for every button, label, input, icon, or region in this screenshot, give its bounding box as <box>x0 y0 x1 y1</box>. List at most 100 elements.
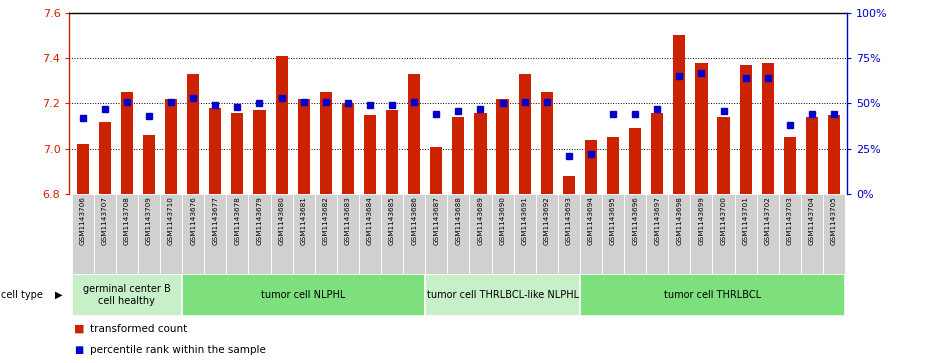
Text: GSM1143701: GSM1143701 <box>743 197 748 245</box>
Bar <box>580 274 845 316</box>
Bar <box>823 194 845 274</box>
Bar <box>779 194 801 274</box>
Bar <box>364 115 376 194</box>
Bar <box>757 194 779 274</box>
Bar <box>319 92 332 194</box>
Bar <box>718 117 730 194</box>
Text: GSM1143699: GSM1143699 <box>698 197 705 245</box>
Bar <box>469 194 492 274</box>
Bar <box>580 194 602 274</box>
Bar <box>669 194 691 274</box>
Bar <box>297 99 310 194</box>
Text: GSM1143709: GSM1143709 <box>146 197 152 245</box>
Bar <box>646 194 669 274</box>
Bar <box>519 74 531 194</box>
Bar <box>563 176 575 194</box>
Bar <box>232 113 244 194</box>
Text: GSM1143702: GSM1143702 <box>765 197 770 245</box>
Bar <box>492 194 514 274</box>
Bar <box>359 194 381 274</box>
Text: GSM1143707: GSM1143707 <box>102 197 107 245</box>
Bar <box>342 103 354 194</box>
Bar <box>116 194 138 274</box>
Bar <box>557 194 580 274</box>
Text: GSM1143692: GSM1143692 <box>544 197 550 245</box>
Bar <box>425 194 447 274</box>
Bar <box>77 144 89 194</box>
Bar <box>629 129 641 194</box>
Bar <box>165 99 177 194</box>
Bar <box>783 138 796 194</box>
Bar <box>94 194 116 274</box>
Bar <box>762 62 774 194</box>
Bar <box>474 113 486 194</box>
Bar <box>607 138 619 194</box>
Bar <box>651 113 663 194</box>
Text: GSM1143677: GSM1143677 <box>212 197 219 245</box>
Text: GSM1143695: GSM1143695 <box>610 197 616 245</box>
Text: cell type: cell type <box>1 290 43 300</box>
Bar <box>337 194 359 274</box>
Bar <box>452 117 465 194</box>
Bar <box>182 194 205 274</box>
Text: GSM1143679: GSM1143679 <box>257 197 262 245</box>
Bar <box>447 194 469 274</box>
Text: GSM1143687: GSM1143687 <box>433 197 439 245</box>
Text: GSM1143681: GSM1143681 <box>301 197 307 245</box>
Bar <box>99 122 111 194</box>
Bar <box>209 108 221 194</box>
Text: ■: ■ <box>74 324 84 334</box>
Bar <box>734 194 757 274</box>
Text: GSM1143694: GSM1143694 <box>588 197 594 245</box>
Bar <box>801 194 823 274</box>
Bar <box>276 56 288 194</box>
Bar <box>248 194 270 274</box>
Bar <box>315 194 337 274</box>
Text: GSM1143706: GSM1143706 <box>80 197 86 245</box>
Bar <box>712 194 734 274</box>
Bar <box>624 194 646 274</box>
Text: ▶: ▶ <box>56 290 63 300</box>
Text: GSM1143688: GSM1143688 <box>456 197 461 245</box>
Text: germinal center B
cell healthy: germinal center B cell healthy <box>83 284 170 306</box>
Bar <box>408 74 420 194</box>
Bar <box>71 194 94 274</box>
Bar <box>602 194 624 274</box>
Text: ■: ■ <box>74 345 83 355</box>
Bar <box>120 92 133 194</box>
Bar <box>585 140 597 194</box>
Text: GSM1143682: GSM1143682 <box>323 197 329 245</box>
Bar <box>254 110 266 194</box>
Text: GSM1143703: GSM1143703 <box>787 197 793 245</box>
Text: GSM1143705: GSM1143705 <box>831 197 837 245</box>
Bar <box>71 274 182 316</box>
Bar <box>536 194 557 274</box>
Text: tumor cell NLPHL: tumor cell NLPHL <box>261 290 346 300</box>
Bar <box>695 62 707 194</box>
Text: tumor cell THRLBCL: tumor cell THRLBCL <box>664 290 761 300</box>
Bar <box>270 194 293 274</box>
Text: GSM1143700: GSM1143700 <box>720 197 727 245</box>
Text: GSM1143680: GSM1143680 <box>279 197 284 245</box>
Text: GSM1143689: GSM1143689 <box>478 197 483 245</box>
Text: GSM1143690: GSM1143690 <box>499 197 506 245</box>
Text: GSM1143696: GSM1143696 <box>632 197 638 245</box>
Text: GSM1143676: GSM1143676 <box>190 197 196 245</box>
Text: tumor cell THRLBCL-like NLPHL: tumor cell THRLBCL-like NLPHL <box>427 290 579 300</box>
Bar <box>496 99 508 194</box>
Bar <box>691 194 712 274</box>
Bar <box>828 115 840 194</box>
Bar <box>205 194 226 274</box>
Text: GSM1143704: GSM1143704 <box>809 197 815 245</box>
Bar <box>386 110 398 194</box>
Text: GSM1143693: GSM1143693 <box>566 197 572 245</box>
Bar <box>187 74 199 194</box>
Text: GSM1143683: GSM1143683 <box>344 197 351 245</box>
Bar <box>806 117 818 194</box>
Bar <box>673 35 685 194</box>
Bar <box>160 194 182 274</box>
Text: GSM1143686: GSM1143686 <box>411 197 418 245</box>
Text: GSM1143684: GSM1143684 <box>367 197 373 245</box>
Bar <box>226 194 248 274</box>
Text: GSM1143685: GSM1143685 <box>389 197 395 245</box>
